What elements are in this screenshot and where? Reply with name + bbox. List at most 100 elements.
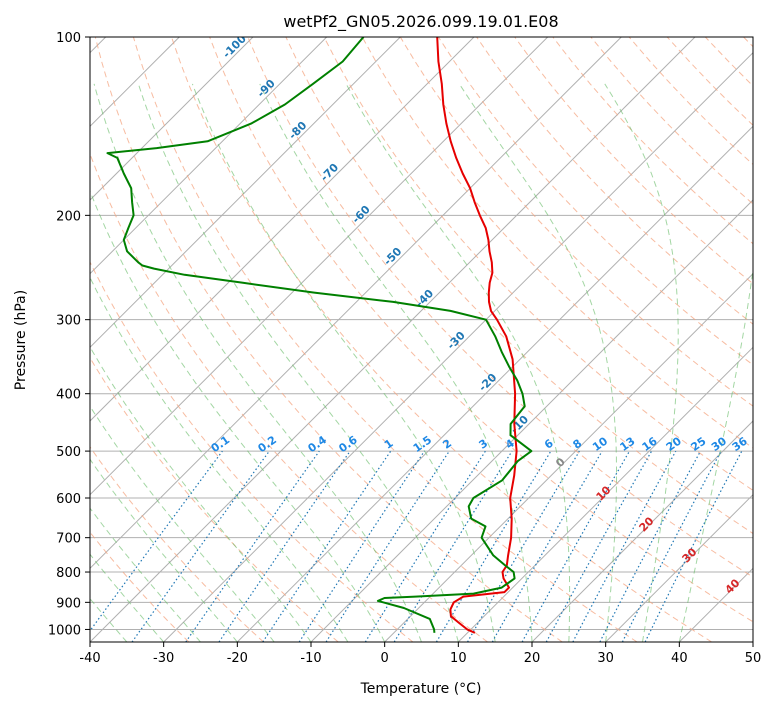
dry-adiabat	[285, 37, 753, 535]
isotherm-label: -100	[220, 32, 249, 61]
mixing-ratio-line	[644, 450, 743, 642]
overlay-labels: 0.1 0.2 0.4 0.6 1 1.5 2 3 4 6 8 10 13 16 20 25 30 36-10-2…	[209, 32, 750, 597]
mixing-ratio-line	[545, 450, 653, 642]
moist-adiabat	[90, 405, 275, 642]
mixing-ratio-line	[262, 450, 392, 642]
mixing-ratio-line	[572, 450, 677, 642]
mixing-ratio-label: 1.5	[411, 433, 434, 455]
temperature-profile	[436, 37, 518, 634]
y-tick-label: 200	[56, 209, 81, 224]
isotherm-label: -70	[318, 161, 341, 184]
x-tick-label: -30	[153, 651, 174, 666]
x-tick-label: 10	[450, 651, 467, 666]
moist-adiabat	[93, 83, 422, 642]
isotherm-line	[163, 51, 753, 642]
isotherm-line	[90, 37, 549, 496]
isotherm-line	[752, 641, 753, 642]
y-tick-label: 500	[56, 445, 81, 460]
y-tick-label: 300	[56, 314, 81, 329]
dewpoint-profile	[106, 37, 533, 633]
y-tick-label: 100	[56, 31, 81, 46]
mixing-ratio-line	[364, 450, 486, 642]
x-tick-label: 40	[671, 651, 688, 666]
moist-adiabat	[259, 83, 533, 642]
isotherm-label: -30	[445, 329, 468, 352]
dry-adiabat	[743, 37, 753, 48]
isotherm-line	[90, 37, 696, 642]
x-tick-label: 0	[381, 651, 389, 666]
x-axis-label: Temperature (°C)	[360, 681, 482, 697]
dry-adiabat	[476, 37, 753, 325]
dry-adiabat	[247, 37, 753, 578]
dry-adiabat	[90, 260, 414, 642]
mixing-ratio-line	[90, 450, 223, 632]
isotherm-label: -50	[381, 245, 404, 268]
mixing-ratio-label: 0.1	[209, 433, 232, 455]
dry-adiabat	[171, 37, 712, 642]
moist-adiabat	[604, 83, 679, 642]
isotherm-label: -20	[476, 371, 499, 394]
dry-adiabat	[209, 37, 753, 623]
x-tick-label: -40	[79, 651, 100, 666]
sounding-profiles	[106, 37, 533, 634]
moist-adiabat	[90, 553, 165, 642]
y-tick-label: 900	[56, 596, 81, 611]
moist-adiabat	[90, 597, 128, 642]
y-axis-label: Pressure (hPa)	[13, 290, 29, 390]
isotherm-label: 0	[553, 455, 568, 470]
isotherm-label: 40	[723, 576, 743, 596]
y-tick-label: 600	[56, 492, 81, 507]
plot-frame	[89, 36, 754, 643]
y-tick-label: 1000	[48, 623, 81, 638]
x-tick-label: 30	[597, 651, 614, 666]
isotherm-line	[531, 420, 753, 642]
dry-adiabat	[590, 37, 753, 205]
mixing-ratio-line	[218, 450, 351, 642]
mixing-ratio-line	[393, 450, 513, 642]
x-tick-label: 20	[524, 651, 541, 666]
mixing-ratio-label: 0.6	[336, 433, 360, 455]
isotherm-line	[605, 493, 753, 642]
mixing-ratio-line	[298, 450, 425, 642]
x-tick-label: -20	[227, 651, 248, 666]
moist-adiabat	[458, 83, 617, 642]
isotherm-line	[384, 272, 753, 642]
mixing-ratio-line	[599, 450, 702, 642]
isotherm-line	[90, 37, 622, 570]
dry-adiabat	[94, 37, 563, 642]
mixing-ratio-label: 2	[440, 437, 454, 452]
isotherm-label: -90	[255, 77, 278, 100]
dry-adiabat	[514, 37, 753, 285]
mixing-ratio-line	[466, 450, 580, 642]
mixing-ratio-line	[325, 450, 450, 642]
grid-lines	[90, 37, 753, 642]
moist-adiabat	[90, 507, 201, 642]
dry-adiabat	[704, 37, 753, 87]
isotherm-line	[90, 37, 328, 275]
moist-adiabat	[678, 83, 753, 642]
dry-adiabat	[552, 37, 753, 245]
x-tick-label: 50	[745, 651, 762, 666]
mixing-ratio-lines	[90, 450, 743, 642]
isotherm-line	[90, 37, 475, 422]
chart-title: wetPf2_GN05.2026.099.19.01.E08	[283, 12, 558, 32]
dry-adiabats	[90, 37, 753, 642]
isotherm-line	[457, 346, 753, 642]
moist-adiabat	[90, 345, 312, 642]
mixing-ratio-line	[521, 450, 631, 642]
dry-adiabat	[90, 152, 488, 642]
mixing-ratio-line	[185, 450, 320, 642]
y-tick-label: 400	[56, 388, 81, 403]
isotherm-line	[90, 37, 254, 201]
isotherm-label: -80	[286, 119, 309, 142]
dry-adiabat	[132, 37, 638, 642]
isotherm-label: 10	[594, 483, 614, 503]
moist-adiabats	[90, 83, 753, 642]
isotherm-line	[90, 37, 401, 349]
axes: -40 -30 -20 -10 0 10 20 30 40 5010020030040050060…	[48, 31, 761, 666]
moist-adiabat	[90, 458, 238, 642]
dry-adiabat	[323, 37, 753, 491]
mixing-ratio-line	[435, 450, 552, 642]
dry-adiabat	[90, 446, 264, 642]
